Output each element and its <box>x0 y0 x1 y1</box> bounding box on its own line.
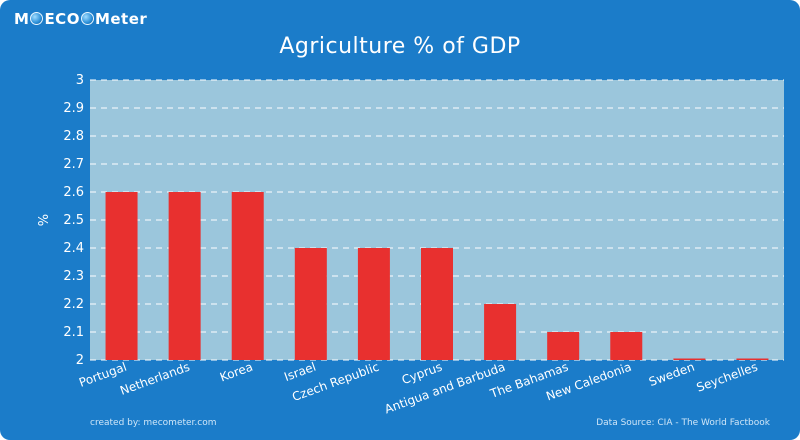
y-tick-label: 2.4 <box>63 241 84 256</box>
x-category-label: Israel <box>282 360 318 384</box>
bar-new-caledonia <box>610 332 643 360</box>
y-tick-label: 2.6 <box>63 185 84 200</box>
bar-seychelles <box>736 358 769 360</box>
globe-icon-2 <box>80 12 94 25</box>
globe-icon <box>30 12 44 25</box>
x-category-label: Sweden <box>647 360 696 389</box>
bar-sweden <box>673 358 706 360</box>
y-tick-label: 3 <box>76 73 84 88</box>
x-category-label: Seychelles <box>695 360 760 395</box>
brand-mid: ECO <box>44 10 80 28</box>
brand-suffix: Meter <box>94 10 148 28</box>
bar-portugal <box>105 192 138 360</box>
footer-source: Data Source: CIA - The World Factbook <box>596 418 770 428</box>
bar-israel <box>294 248 327 360</box>
y-tick-label: 2.9 <box>63 101 84 116</box>
x-category-label: Netherlands <box>118 360 192 398</box>
y-tick-label: 2.1 <box>63 325 84 340</box>
footer-credit: created by: mecometer.com <box>90 418 217 428</box>
y-tick-label: 2.2 <box>63 297 84 312</box>
bar-czech-republic <box>357 248 390 360</box>
bar-korea <box>231 192 264 360</box>
bar-the-bahamas <box>547 332 580 360</box>
y-axis-label: % <box>37 214 52 226</box>
brand-prefix: M <box>14 10 30 28</box>
brand-logo: M ECO Meter <box>14 10 147 28</box>
bars <box>105 192 769 360</box>
y-tick-label: 2 <box>76 353 84 368</box>
y-tick-label: 2.5 <box>63 213 84 228</box>
bar-cyprus <box>421 248 453 360</box>
bar-netherlands <box>168 192 201 360</box>
x-category-label: Korea <box>218 360 255 385</box>
bar-antigua-and-barbuda <box>484 304 517 360</box>
y-tick-label: 2.3 <box>63 269 84 284</box>
y-axis-ticks: 2 2.1 2.2 2.3 2.4 2.5 2.6 2.7 2.8 2.9 3 <box>63 73 84 368</box>
y-tick-label: 2.7 <box>63 157 84 172</box>
y-tick-label: 2.8 <box>63 129 84 144</box>
chart-title: Agriculture % of GDP <box>279 34 521 59</box>
